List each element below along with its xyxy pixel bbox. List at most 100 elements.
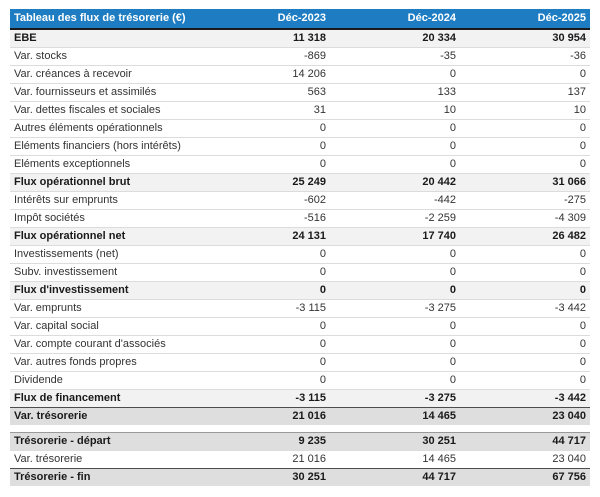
cell-value: 30 954 bbox=[552, 32, 586, 44]
cell-value: -516 bbox=[303, 212, 326, 224]
cell-value: -3 115 bbox=[295, 302, 326, 314]
cell-value: 44 717 bbox=[552, 434, 586, 447]
cell-value: 0 bbox=[579, 68, 586, 80]
cell-value: 67 756 bbox=[552, 470, 586, 483]
cell-value: -36 bbox=[570, 50, 586, 62]
table-row: Trésorerie - fin 30 251 44 717 67 756 bbox=[10, 468, 590, 486]
cell-value: -3 275 bbox=[424, 302, 456, 314]
cell-value: 563 bbox=[307, 86, 326, 98]
row-label: Var. emprunts bbox=[14, 302, 82, 314]
cell-value: 9 235 bbox=[298, 434, 326, 447]
table-row: Flux de financement -3 115 -3 275 -3 442 bbox=[10, 389, 590, 408]
table-row: Var. autres fonds propres 0 0 0 bbox=[10, 353, 590, 372]
row-label: Intérêts sur emprunts bbox=[14, 194, 118, 206]
table-row: Trésorerie - départ 9 235 30 251 44 717 bbox=[10, 432, 590, 450]
cell-value: -3 442 bbox=[554, 302, 586, 314]
table-row: Eléments financiers (hors intérêts) 0 0 0 bbox=[10, 137, 590, 156]
table-row: Autres éléments opérationnels 0 0 0 bbox=[10, 119, 590, 138]
cell-value: 0 bbox=[449, 122, 456, 134]
table-row: Var. créances à recevoir 14 206 0 0 bbox=[10, 65, 590, 84]
cell-value: 30 251 bbox=[422, 434, 456, 447]
row-label: EBE bbox=[14, 32, 37, 44]
row-label: Trésorerie - fin bbox=[14, 470, 91, 483]
cell-value: 0 bbox=[319, 158, 326, 170]
row-label: Eléments exceptionnels bbox=[14, 158, 131, 170]
row-label: Var. compte courant d'associés bbox=[14, 338, 166, 350]
cell-value: 11 318 bbox=[292, 32, 326, 44]
cell-value: -3 115 bbox=[295, 392, 326, 404]
row-label: Var. capital social bbox=[14, 320, 99, 332]
cell-value: 0 bbox=[449, 266, 456, 278]
cell-value: 20 334 bbox=[422, 32, 456, 44]
table-row: Flux d'investissement 0 0 0 bbox=[10, 281, 590, 300]
cell-value: -4 309 bbox=[554, 212, 586, 224]
cell-value: 0 bbox=[449, 284, 456, 296]
cell-value: 21 016 bbox=[292, 452, 326, 465]
table-row: Var. stocks -869 -35 -36 bbox=[10, 47, 590, 66]
cell-value: -442 bbox=[433, 194, 456, 206]
table-row: Flux opérationnel brut 25 249 20 442 31 066 bbox=[10, 173, 590, 192]
cell-value: 23 040 bbox=[552, 452, 586, 465]
row-label: Var. trésorerie bbox=[14, 410, 88, 422]
cell-value: 25 249 bbox=[292, 176, 326, 188]
table-row: Intérêts sur emprunts -602 -442 -275 bbox=[10, 191, 590, 210]
row-label: Var. stocks bbox=[14, 50, 67, 62]
table-row: Dividende 0 0 0 bbox=[10, 371, 590, 390]
section-gap bbox=[10, 425, 590, 432]
cell-value: -3 442 bbox=[554, 392, 586, 404]
cell-value: -602 bbox=[303, 194, 326, 206]
cell-value: 0 bbox=[449, 248, 456, 260]
cell-value: 26 482 bbox=[552, 230, 586, 242]
row-label: Eléments financiers (hors intérêts) bbox=[14, 140, 181, 152]
cell-value: 0 bbox=[579, 248, 586, 260]
cell-value: -275 bbox=[563, 194, 586, 206]
cashflow-table: Tableau des flux de trésorerie (€) Déc-2… bbox=[10, 9, 590, 486]
cell-value: 10 bbox=[573, 104, 586, 116]
row-label: Flux d'investissement bbox=[14, 284, 129, 296]
cell-value: 0 bbox=[319, 266, 326, 278]
cell-value: 0 bbox=[319, 320, 326, 332]
cell-value: -2 259 bbox=[424, 212, 456, 224]
column-header-dec-2025: Déc-2025 bbox=[460, 9, 590, 29]
column-header-dec-2023: Déc-2023 bbox=[275, 9, 330, 29]
row-label: Var. créances à recevoir bbox=[14, 68, 132, 80]
cell-value: 0 bbox=[319, 122, 326, 134]
cell-value: 31 066 bbox=[552, 176, 586, 188]
table-row: Eléments exceptionnels 0 0 0 bbox=[10, 155, 590, 174]
cell-value: 0 bbox=[449, 356, 456, 368]
row-label: Var. fournisseurs et assimilés bbox=[14, 86, 157, 98]
row-label: Var. dettes fiscales et sociales bbox=[14, 104, 161, 116]
cell-value: 0 bbox=[319, 284, 326, 296]
row-label: Impôt sociétés bbox=[14, 212, 85, 224]
cell-value: 23 040 bbox=[552, 410, 586, 422]
cell-value: 0 bbox=[319, 248, 326, 260]
table-row: Var. dettes fiscales et sociales 31 10 10 bbox=[10, 101, 590, 120]
cell-value: 24 131 bbox=[292, 230, 326, 242]
row-label: Dividende bbox=[14, 374, 63, 386]
cell-value: 0 bbox=[579, 374, 586, 386]
table-row: Impôt sociétés -516 -2 259 -4 309 bbox=[10, 209, 590, 228]
cell-value: 0 bbox=[579, 356, 586, 368]
cell-value: 0 bbox=[579, 320, 586, 332]
row-label: Autres éléments opérationnels bbox=[14, 122, 163, 134]
cell-value: 0 bbox=[449, 140, 456, 152]
cell-value: 0 bbox=[579, 266, 586, 278]
cell-value: 0 bbox=[579, 284, 586, 296]
cell-value: 137 bbox=[567, 86, 586, 98]
cell-value: 0 bbox=[319, 338, 326, 350]
cell-value: 0 bbox=[449, 68, 456, 80]
column-header-dec-2024: Déc-2024 bbox=[330, 9, 460, 29]
table-row: Flux opérationnel net 24 131 17 740 26 482 bbox=[10, 227, 590, 246]
cell-value: 31 bbox=[313, 104, 326, 116]
cell-value: 0 bbox=[449, 158, 456, 170]
cell-value: -35 bbox=[440, 50, 456, 62]
row-label: Trésorerie - départ bbox=[14, 434, 111, 447]
table-row: Var. compte courant d'associés 0 0 0 bbox=[10, 335, 590, 354]
cell-value: 0 bbox=[579, 338, 586, 350]
cell-value: 17 740 bbox=[422, 230, 456, 242]
cell-value: 10 bbox=[443, 104, 456, 116]
row-label: Investissements (net) bbox=[14, 248, 119, 260]
cell-value: 0 bbox=[579, 122, 586, 134]
cell-value: 0 bbox=[579, 140, 586, 152]
row-label: Flux opérationnel brut bbox=[14, 176, 131, 188]
